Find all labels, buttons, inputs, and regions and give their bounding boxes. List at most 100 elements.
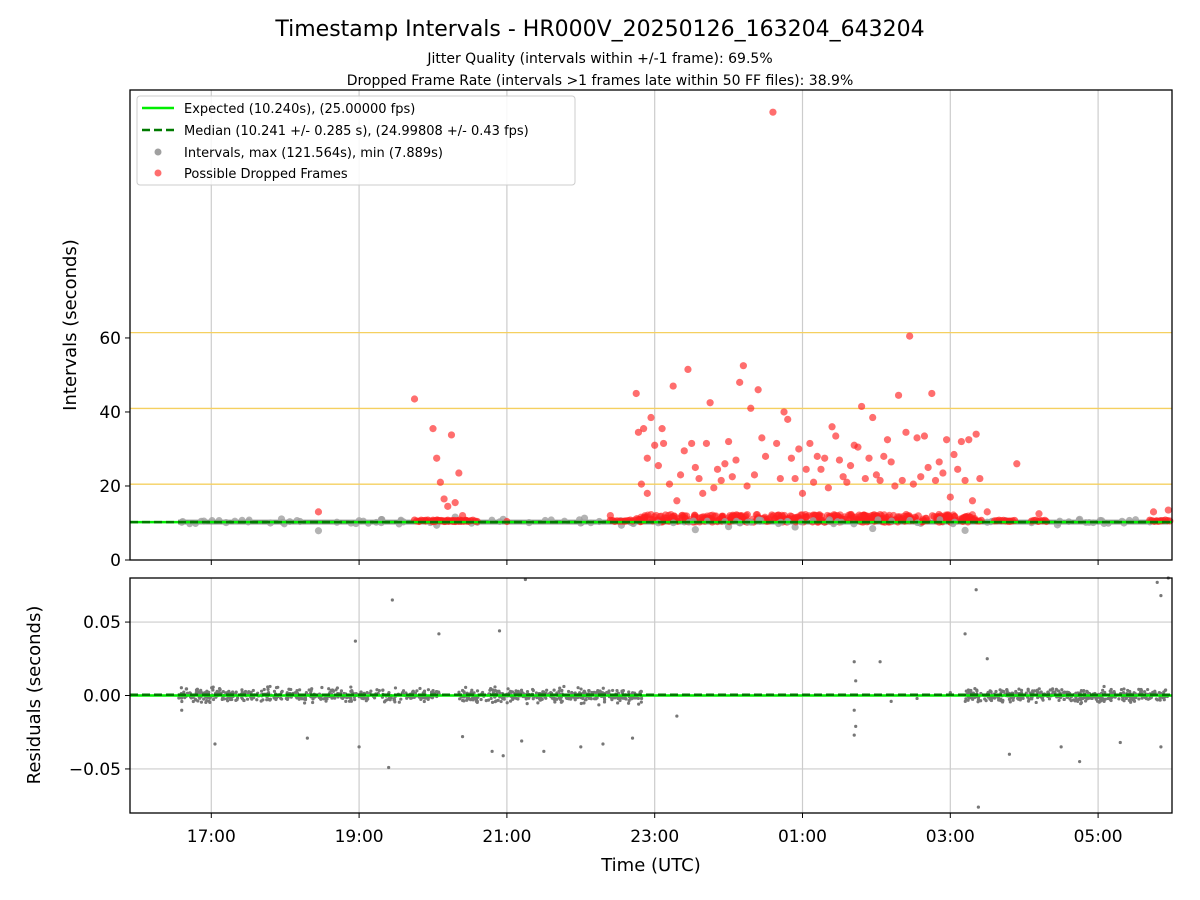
dropped-frame-point	[699, 489, 707, 497]
residual-point	[235, 696, 240, 700]
dropped-frame-point	[684, 365, 692, 374]
dropped-frame-point	[976, 474, 984, 483]
legend-expected-label: Expected (10.240s), (25.00000 fps)	[184, 102, 415, 117]
residual-point	[311, 700, 315, 705]
residual-point	[597, 703, 601, 707]
dropped-frame-point	[898, 476, 906, 485]
dropped-frame-point	[784, 415, 792, 423]
dropped-frame-point	[780, 408, 788, 416]
residual-point	[1060, 688, 1064, 692]
residual-point	[1000, 689, 1004, 693]
dropped-frame-point	[957, 437, 965, 446]
dropped-frame-point	[444, 502, 452, 510]
residual-point	[381, 688, 385, 692]
residual-point	[557, 696, 561, 700]
residual-point	[1026, 699, 1031, 703]
residual-point	[607, 689, 611, 693]
dropped-frame-point	[802, 465, 810, 473]
dropped-frame-point	[909, 480, 917, 488]
residual-point	[1082, 688, 1086, 693]
residual-point	[514, 689, 518, 693]
residual-point	[616, 701, 620, 705]
residual-point	[342, 691, 346, 696]
residual-point	[639, 690, 643, 694]
residual-point	[1051, 687, 1055, 691]
dropped-frame-point	[654, 462, 662, 470]
x-tick-label: 03:00	[926, 827, 975, 847]
residual-point	[199, 688, 203, 692]
residual-point	[1068, 697, 1072, 701]
residual-point	[411, 689, 415, 694]
residual-point	[627, 698, 631, 703]
residual-point	[437, 632, 441, 636]
residual-point	[531, 697, 535, 701]
residual-point	[1007, 752, 1012, 756]
residual-point	[490, 749, 494, 753]
residual-point	[405, 696, 409, 700]
residual-point	[963, 699, 967, 703]
x-tick-label: 21:00	[482, 827, 531, 847]
top-y-tick-label: 40	[99, 403, 121, 423]
dropped-frame-point	[894, 391, 903, 399]
residual-point	[259, 689, 264, 693]
residual-point	[542, 690, 546, 694]
residual-point	[182, 690, 186, 694]
residual-point	[639, 696, 644, 701]
legend-intervals-marker	[154, 148, 162, 156]
residual-point	[295, 696, 299, 700]
residual-point	[573, 696, 577, 700]
dropped-frame-point	[883, 436, 892, 444]
residual-point	[1053, 690, 1057, 694]
residual-point	[1062, 697, 1066, 702]
residual-point	[344, 699, 348, 703]
residual-point	[1019, 688, 1024, 692]
residual-point	[204, 700, 208, 705]
intervals-plot: 0 20 40 60	[99, 89, 1174, 571]
dropped-frame-point	[436, 478, 444, 486]
residual-point	[320, 685, 324, 690]
residual-point	[1162, 690, 1166, 694]
dropped-frame-point	[880, 452, 888, 460]
residual-point	[964, 689, 968, 693]
dropped-frame-point	[640, 425, 648, 433]
residual-point	[637, 702, 641, 706]
dropped-frame-point	[935, 458, 943, 466]
residual-point	[359, 690, 363, 694]
residual-point	[527, 696, 531, 700]
residual-point	[1155, 580, 1159, 585]
residual-point	[460, 735, 465, 739]
residual-point	[231, 690, 235, 694]
residual-point	[1099, 699, 1103, 703]
residual-point	[1119, 687, 1124, 692]
residual-point	[1007, 697, 1012, 702]
residual-point	[327, 687, 331, 691]
dropped-frame-point	[791, 474, 799, 483]
residual-point	[183, 696, 187, 700]
residual-point	[1017, 687, 1021, 691]
residual-point	[595, 696, 599, 700]
dropped-frame-point	[769, 108, 777, 116]
dropped-frame-point	[643, 489, 651, 497]
residuals-plot: −0.05 0.00 0.05 17:00 19:00 21:00 23:00 01:00 03…	[69, 576, 1173, 847]
residual-point	[179, 696, 184, 700]
residual-point	[610, 698, 614, 702]
bottom-y-tick-label: 0.05	[83, 613, 121, 633]
residual-point	[393, 700, 397, 704]
residual-point	[539, 695, 543, 700]
residual-point	[497, 689, 501, 693]
residual-point	[675, 714, 679, 718]
dropped-frame-point	[920, 432, 929, 440]
dropped-frame-point	[943, 436, 951, 444]
residual-point	[1118, 740, 1122, 745]
dropped-frame-point	[776, 474, 784, 483]
residual-point	[976, 805, 980, 809]
residual-point	[1129, 695, 1134, 700]
residual-point	[639, 700, 643, 704]
residual-point	[555, 697, 559, 701]
residual-point	[210, 686, 214, 690]
top-y-tick-label: 20	[99, 477, 121, 497]
residual-point	[587, 688, 591, 693]
dropped-frame-point	[846, 462, 855, 470]
dropped-frame-point	[695, 474, 703, 483]
residual-point	[307, 688, 311, 692]
